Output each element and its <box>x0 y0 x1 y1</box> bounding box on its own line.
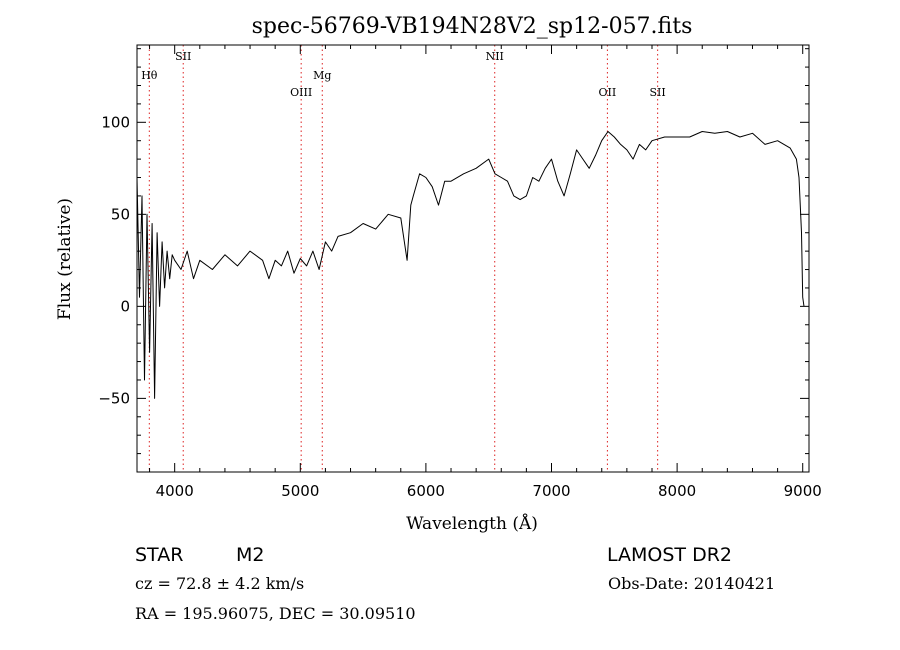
series-layer <box>136 131 805 399</box>
spectral-line-label: OIII <box>290 86 312 99</box>
y-tick-label: 100 <box>101 113 130 131</box>
object-subclass: M2 <box>236 544 264 566</box>
observation-date: Obs-Date: 20140421 <box>608 574 775 593</box>
coordinates: RA = 195.96075, DEC = 30.09510 <box>135 604 416 623</box>
x-tick-label: 7000 <box>532 482 570 500</box>
redshift-velocity: cz = 72.8 ± 4.2 km/s <box>135 574 304 593</box>
y-tick-label: 0 <box>120 297 130 315</box>
x-tick-label: 6000 <box>407 482 445 500</box>
survey-name: LAMOST DR2 <box>607 544 732 566</box>
x-axis-label: Wavelength (Å) <box>406 513 538 534</box>
plot-frame <box>136 44 810 473</box>
x-tick-label: 8000 <box>658 482 696 500</box>
axis-ticks: 4000 5000 6000 7000 8000 9000 −50 0 50 100 <box>98 45 822 500</box>
spectral-line-label: Mg <box>313 69 331 82</box>
spectral-line-label: OII <box>599 86 617 99</box>
spectral-line-label: Hθ <box>141 69 158 82</box>
y-axis-label: Flux (relative) <box>55 198 75 320</box>
x-tick-label: 5000 <box>281 482 319 500</box>
y-tick-label: 50 <box>111 205 130 223</box>
series-line-flux <box>136 131 805 399</box>
spectral-line-label: NII <box>486 50 504 63</box>
object-class: STAR <box>135 544 183 566</box>
x-tick-label: 9000 <box>784 482 822 500</box>
spectral-line-label: SII <box>175 50 191 63</box>
chart-title: spec-56769-VB194N28V2_sp12-057.fits <box>252 14 693 39</box>
x-tick-label: 4000 <box>156 482 194 500</box>
spectral-line-label: SII <box>650 86 666 99</box>
y-tick-label: −50 <box>98 389 130 407</box>
